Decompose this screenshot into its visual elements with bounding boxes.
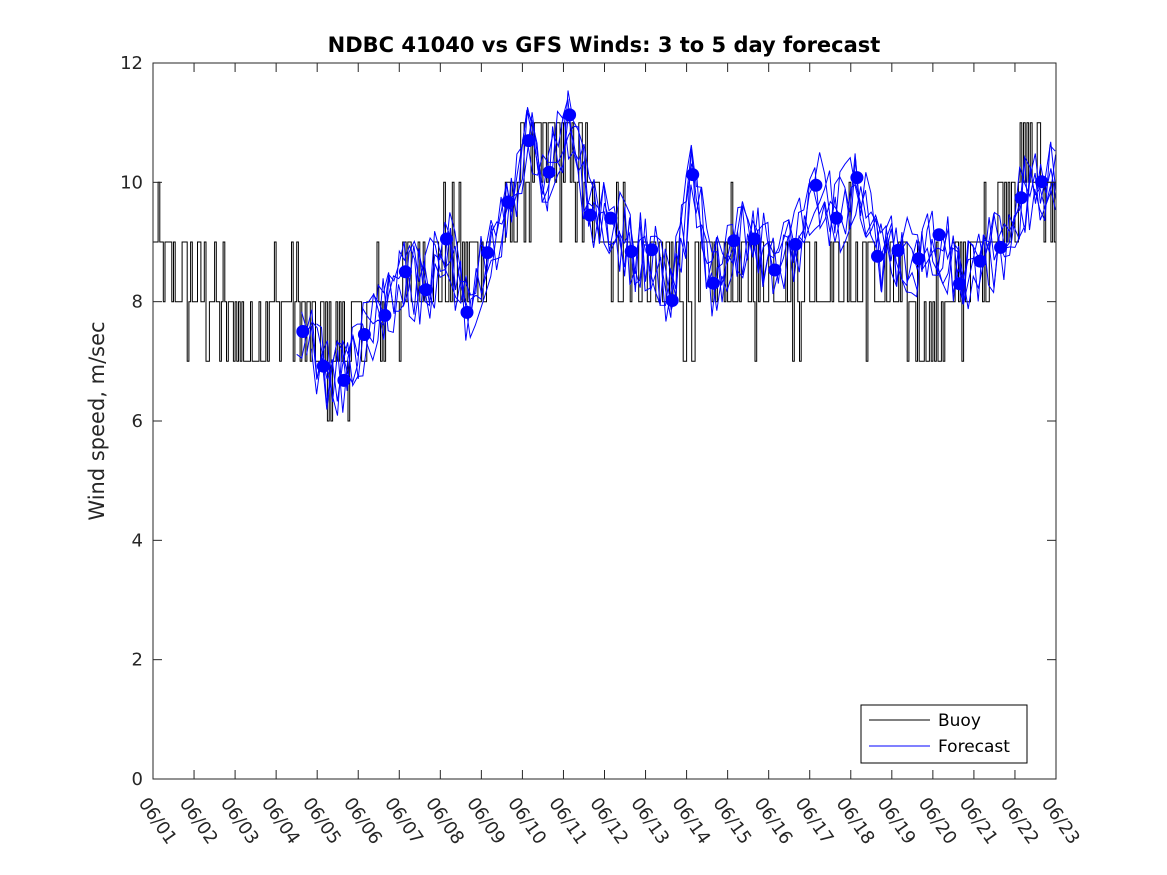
forecast-point <box>481 246 494 260</box>
forecast-point <box>460 305 474 319</box>
forecast-point <box>747 232 761 246</box>
forecast-point <box>583 208 597 222</box>
forecast-point <box>645 243 659 257</box>
y-tick-label: 2 <box>132 650 143 671</box>
forecast-point <box>296 325 310 338</box>
y-tick-label: 10 <box>120 172 143 193</box>
forecast-point <box>604 211 618 225</box>
forecast-point <box>337 373 351 387</box>
buoy-series-layer <box>153 122 1056 422</box>
forecast-point <box>501 195 515 209</box>
y-tick-label: 4 <box>132 530 143 551</box>
forecast-line <box>316 98 1056 404</box>
forecast-point <box>953 277 966 291</box>
y-tick-label: 0 <box>132 769 143 790</box>
forecast-point <box>788 237 802 251</box>
legend-box <box>860 704 1028 764</box>
forecast-point <box>932 228 946 242</box>
axes <box>152 62 1057 780</box>
y-tick-labels: 0 2 4 6 8 10 12 <box>120 53 143 790</box>
y-tick-label: 8 <box>132 292 143 313</box>
forecast-point <box>1014 191 1028 205</box>
forecast-point <box>316 359 330 373</box>
legend: Buoy Forecast <box>860 704 1028 764</box>
forecast-point <box>378 308 392 322</box>
forecast-point <box>542 165 556 179</box>
forecast-point <box>850 171 864 185</box>
forecast-point <box>829 211 843 225</box>
buoy-line <box>153 122 1056 422</box>
legend-label-forecast: Forecast <box>938 737 1010 757</box>
forecast-point <box>994 240 1008 254</box>
y-tick-label: 6 <box>132 411 143 432</box>
forecast-point <box>665 294 679 307</box>
forecast-point <box>357 328 371 341</box>
forecast-point <box>624 245 638 258</box>
forecast-point <box>912 252 925 266</box>
forecast-point <box>419 283 433 297</box>
legend-label-buoy: Buoy <box>938 711 981 731</box>
forecast-point <box>727 234 741 248</box>
y-axis-label: Wind speed, m/sec <box>85 321 109 520</box>
y-tick-label: 12 <box>120 53 143 74</box>
forecast-point <box>891 243 905 257</box>
forecast-point <box>809 178 823 192</box>
forecast-point <box>522 134 536 148</box>
forecast-point <box>563 108 577 122</box>
forecast-point <box>440 232 453 246</box>
forecast-line <box>310 90 1056 410</box>
forecast-point <box>871 249 884 263</box>
forecast-point <box>398 265 412 279</box>
forecast-point <box>768 263 782 277</box>
forecast-point <box>973 254 987 268</box>
forecast-point <box>1035 175 1049 189</box>
forecast-point <box>706 276 720 290</box>
forecast-points-layer <box>296 108 1049 387</box>
chart-title: NDBC 41040 vs GFS Winds: 3 to 5 day fore… <box>328 33 881 57</box>
forecast-point <box>686 168 700 182</box>
